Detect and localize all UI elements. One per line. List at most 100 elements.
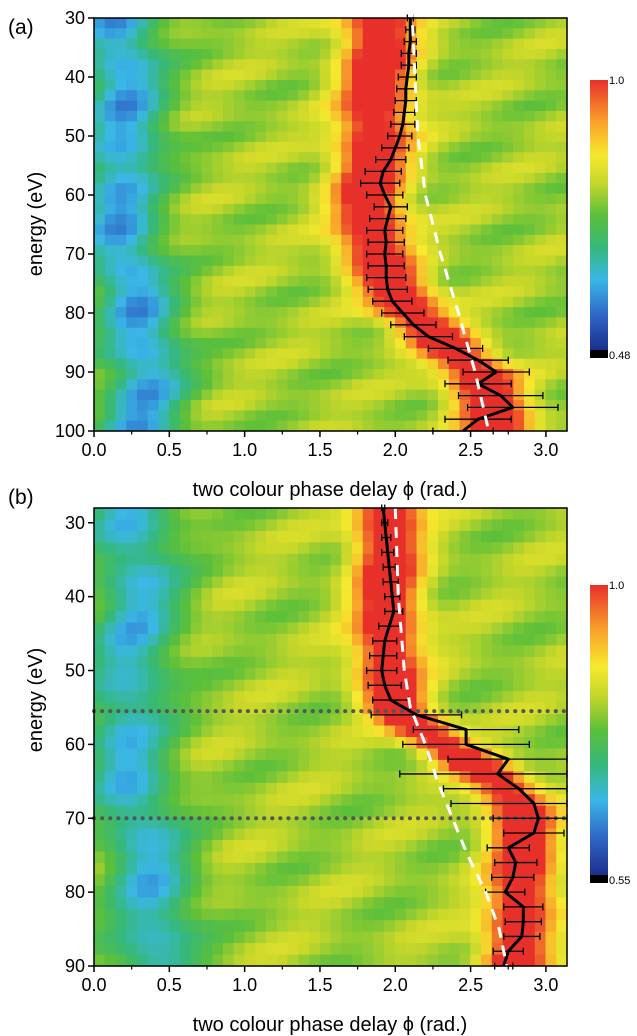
- panel-b-heatmap-cell: [158, 748, 170, 761]
- panel-a-heatmap-cell: [319, 59, 332, 71]
- panel-a-heatmap-cell: [384, 389, 396, 401]
- panel-a-heatmap-cell: [534, 121, 547, 133]
- panel-a-heatmap-cell: [319, 338, 332, 349]
- panel-a-heatmap-cell: [180, 400, 192, 411]
- panel-a-heatmap-cell: [180, 369, 192, 380]
- panel-a-heatmap-cell: [104, 286, 117, 298]
- panel-a-heatmap-cell: [287, 245, 299, 257]
- panel-b-y-tick-label: 70: [65, 808, 85, 828]
- panel-b-heatmap-cell: [126, 714, 138, 727]
- panel-a-heatmap-cell: [233, 203, 246, 215]
- panel-a-heatmap-cell: [244, 28, 256, 40]
- panel-a-heatmap-cell: [330, 38, 342, 50]
- panel-a-heatmap-cell: [438, 327, 450, 339]
- panel-b-heatmap-cell: [384, 897, 396, 910]
- panel-b-heatmap-cell: [298, 519, 310, 532]
- panel-b-heatmap-cell: [534, 645, 547, 658]
- panel-b-heatmap-cell: [405, 920, 418, 933]
- panel-b-heatmap-cell: [427, 954, 439, 967]
- panel-a-heatmap-cell: [513, 379, 525, 391]
- panel-a-heatmap-cell: [448, 420, 461, 432]
- panel-b-heatmap-cell: [158, 805, 170, 818]
- panel-b-heatmap-cell: [158, 553, 170, 566]
- panel-b-heatmap-cell: [94, 874, 106, 887]
- panel-a-heatmap-cell: [212, 245, 224, 257]
- panel-a-heatmap-cell: [276, 389, 289, 401]
- panel-a-heatmap-cell: [362, 172, 375, 184]
- panel-a-heatmap-cell: [395, 410, 407, 422]
- panel-b-heatmap-cell: [502, 599, 514, 612]
- panel-b-heatmap-cell: [212, 759, 224, 772]
- panel-a-heatmap-cell: [255, 348, 267, 360]
- panel-a-heatmap-cell: [266, 276, 278, 288]
- panel-a-heatmap-cell: [534, 234, 547, 246]
- panel-a-heatmap-cell: [352, 348, 364, 360]
- panel-a-heatmap-cell: [244, 286, 256, 298]
- panel-a-heatmap-cell: [513, 193, 525, 205]
- panel-b-heatmap-cell: [212, 645, 224, 658]
- panel-b-heatmap-cell: [416, 794, 428, 807]
- panel-b-heatmap-cell: [266, 714, 278, 727]
- panel-b-heatmap-cell: [438, 794, 450, 807]
- panel-b-heatmap-cell: [448, 725, 461, 738]
- panel-b-heatmap-cell: [362, 782, 375, 795]
- panel-b-heatmap-cell: [298, 691, 310, 704]
- panel-a-heatmap-cell: [137, 369, 149, 380]
- panel-b-heatmap-cell: [169, 702, 181, 715]
- panel-b-heatmap-cell: [115, 897, 127, 910]
- panel-b-heatmap-cell: [147, 862, 160, 875]
- panel-a-heatmap-cell: [158, 265, 170, 277]
- panel-a-heatmap-cell: [309, 348, 321, 360]
- panel-b-heatmap-cell: [126, 737, 138, 750]
- panel-a-heatmap-cell: [416, 79, 428, 91]
- panel-a-heatmap-cell: [201, 183, 213, 195]
- panel-a-heatmap-cell: [223, 193, 235, 205]
- panel-b-heatmap-cell: [309, 508, 321, 521]
- panel-a-heatmap-cell: [115, 79, 127, 91]
- panel-a-heatmap-cell: [94, 317, 106, 329]
- panel-b-heatmap-cell: [502, 805, 514, 818]
- panel-a-heatmap-cell: [470, 69, 482, 81]
- panel-a-heatmap-cell: [104, 245, 117, 257]
- panel-b-heatmap-cell: [169, 599, 181, 612]
- panel-b-heatmap-cell: [298, 840, 310, 853]
- panel-b-heatmap-cell: [169, 714, 181, 727]
- panel-a-heatmap-cell: [319, 131, 332, 143]
- panel-a: (a) 0.0 0.5 1.0 1.5 2.0 2.5 3.0 30405060708090…: [8, 6, 630, 501]
- panel-a-heatmap-cell: [534, 327, 547, 339]
- panel-b-heatmap-cell: [491, 553, 504, 566]
- panel-a-heatmap-cell: [212, 18, 224, 29]
- panel-b-heatmap-cell: [201, 931, 213, 944]
- panel-b-heatmap-cell: [94, 530, 106, 543]
- panel-a-heatmap-cell: [362, 276, 375, 288]
- panel-a-heatmap-cell: [126, 317, 138, 329]
- panel-b-heatmap-cell: [137, 645, 149, 658]
- panel-b-heatmap-cell: [438, 645, 450, 658]
- panel-b-heatmap-cell: [491, 840, 504, 853]
- panel-b-heatmap-cell: [513, 943, 525, 956]
- panel-a-heatmap-cell: [266, 348, 278, 360]
- panel-a-heatmap-cell: [502, 307, 514, 319]
- panel-b-heatmap-cell: [459, 771, 471, 784]
- panel-b-heatmap-cell: [395, 668, 407, 681]
- panel-b-heatmap-cell: [147, 702, 160, 715]
- panel-b-heatmap-cell: [169, 954, 181, 967]
- panel-b-heatmap-cell: [470, 668, 482, 681]
- panel-a-heatmap-cell: [115, 265, 127, 277]
- panel-b-heatmap-cell: [147, 668, 160, 681]
- panel-b-heatmap-cell: [405, 851, 418, 864]
- panel-a-heatmap-cell: [556, 131, 568, 143]
- panel-a-heatmap-cell: [362, 348, 375, 360]
- panel-a-heatmap-cell: [223, 38, 235, 50]
- panel-b-heatmap-cell: [362, 633, 375, 646]
- panel-a-heatmap-cell: [115, 389, 127, 401]
- panel-a-heatmap-cell: [298, 79, 310, 91]
- panel-b-heatmap-cell: [427, 725, 439, 738]
- panel-a-heatmap-cell: [427, 18, 439, 29]
- panel-b-heatmap-cell: [104, 725, 117, 738]
- panel-a-heatmap-cell: [362, 38, 375, 50]
- panel-a-heatmap-cell: [513, 369, 525, 380]
- panel-a-heatmap-cell: [448, 265, 461, 277]
- panel-a-heatmap-cell: [373, 121, 385, 133]
- panel-b-heatmap-cell: [405, 508, 418, 521]
